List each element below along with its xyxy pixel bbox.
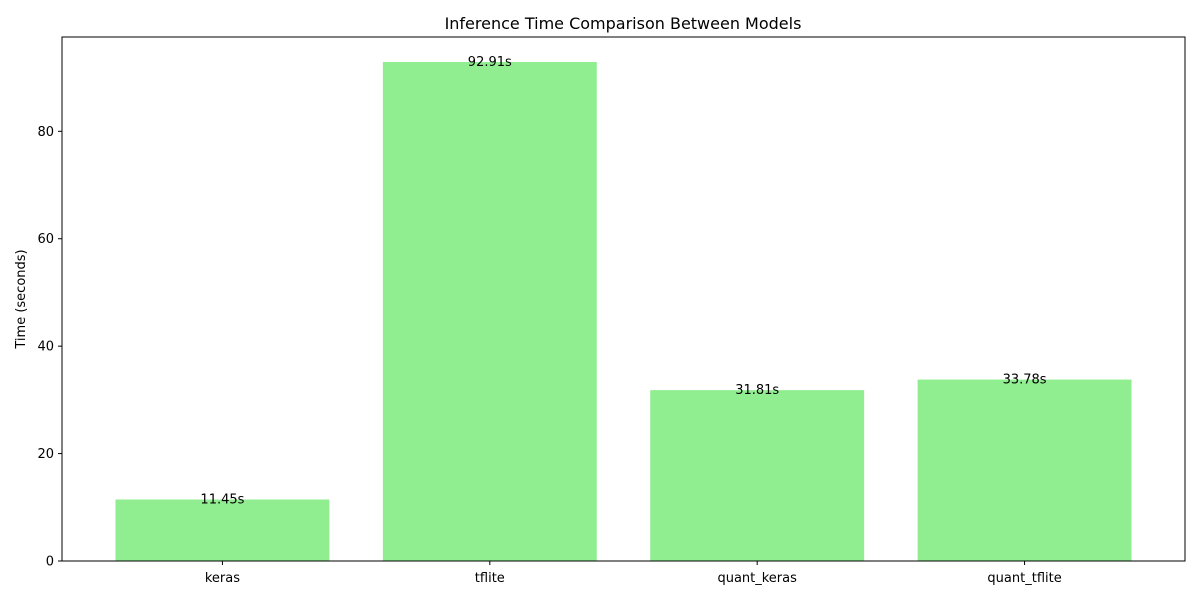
data-label-quant-keras: 31.81s [735, 383, 779, 398]
y-axis-ticks: 0 20 40 60 80 [37, 125, 62, 570]
bar-quant-tflite [917, 379, 1132, 561]
data-label-keras: 11.45s [200, 493, 244, 508]
x-tick-label-quant-keras: quant_keras [717, 571, 797, 586]
chart-title: Inference Time Comparison Between Models [445, 14, 802, 33]
data-labels: 11.45s 92.91s 31.81s 33.78s [200, 55, 1046, 508]
x-tick-label-quant-tflite: quant_tflite [987, 571, 1061, 586]
y-tick-label: 20 [37, 447, 54, 462]
y-tick-label: 0 [46, 555, 54, 570]
x-tick-label-tflite: tflite [475, 571, 505, 586]
bar-quant-keras [650, 390, 865, 561]
plot-frame [61, 36, 1186, 562]
x-axis-ticks: keras tflite quant_keras quant_tflite [205, 561, 1062, 586]
data-label-tflite: 92.91s [468, 55, 512, 70]
y-tick-label: 40 [37, 340, 54, 355]
y-tick-label: 80 [37, 125, 54, 140]
y-axis-label: Time (seconds) [14, 249, 29, 349]
x-tick-label-keras: keras [205, 571, 240, 586]
bar-tflite [382, 61, 597, 561]
y-tick-label: 60 [37, 232, 54, 247]
bars [115, 61, 1132, 561]
bar-keras [115, 499, 330, 561]
data-label-quant-tflite: 33.78s [1003, 373, 1047, 388]
